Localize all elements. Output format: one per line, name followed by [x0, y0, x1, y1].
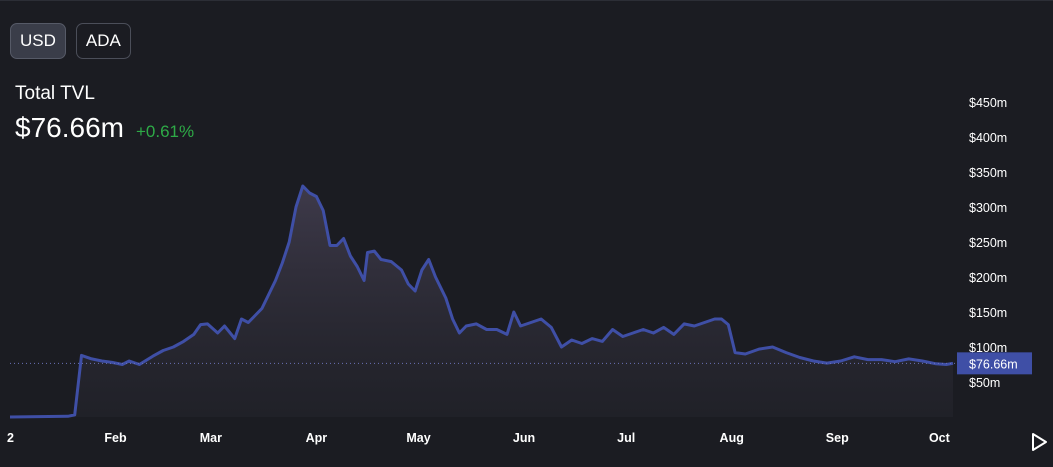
x-tick-label: Sep [826, 431, 849, 445]
currency-toggle: USD ADA [10, 23, 131, 59]
x-tick-label: Jul [617, 431, 635, 445]
y-tick-label: $150m [969, 306, 1007, 320]
x-tick-label: Aug [720, 431, 744, 445]
tvl-label: Total TVL [15, 83, 95, 104]
ada-toggle-button[interactable]: ADA [75, 23, 131, 59]
top-border [0, 0, 1053, 1]
tvl-value: $76.66m [15, 112, 124, 143]
x-tick-label: Jun [513, 431, 535, 445]
x-tick-label: Feb [104, 431, 127, 445]
y-tick-label: $100m [969, 341, 1007, 355]
x-tick-label: Mar [200, 431, 222, 445]
x-tick-label: Oct [929, 431, 951, 445]
tvl-change: +0.61% [135, 122, 195, 141]
current-value-badge [957, 352, 1032, 375]
x-tick-label: May [406, 431, 430, 445]
y-tick-label: $400m [969, 131, 1007, 145]
y-tick-label: $300m [969, 201, 1007, 215]
y-tick-label: $250m [969, 236, 1007, 250]
y-tick-label: $50m [969, 376, 1000, 390]
y-tick-label: $200m [969, 271, 1007, 285]
y-tick-label: $350m [969, 166, 1007, 180]
tvl-summary: $76.66m +0.61% [15, 112, 194, 144]
current-value-label: $76.66m [969, 357, 1018, 371]
x-tick-label: 2 [7, 431, 14, 445]
usd-toggle-button[interactable]: USD [10, 23, 66, 59]
y-tick-label: $450m [969, 96, 1007, 110]
x-tick-label: Apr [306, 431, 328, 445]
tvl-area [10, 186, 953, 417]
tvl-line [9, 184, 954, 419]
play-icon[interactable] [1030, 432, 1048, 452]
